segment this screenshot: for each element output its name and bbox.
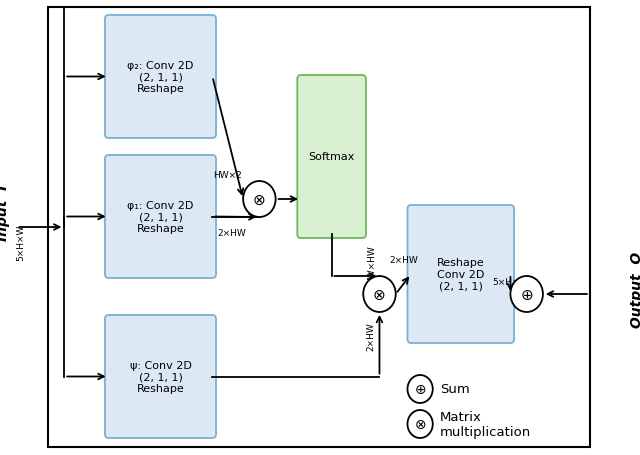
FancyBboxPatch shape xyxy=(408,206,514,343)
Circle shape xyxy=(364,276,396,312)
Circle shape xyxy=(511,276,543,312)
Text: 2×HW: 2×HW xyxy=(389,255,418,264)
FancyBboxPatch shape xyxy=(105,16,216,139)
Text: ⊕: ⊕ xyxy=(414,382,426,396)
Text: 5×H×W: 5×H×W xyxy=(492,278,529,286)
Text: Matrix
multiplication: Matrix multiplication xyxy=(440,410,531,438)
Text: ψ: Conv 2D
(2, 1, 1)
Reshape: ψ: Conv 2D (2, 1, 1) Reshape xyxy=(129,360,191,393)
Text: Output  O: Output O xyxy=(630,251,640,327)
Text: ⊗: ⊗ xyxy=(414,417,426,431)
Text: Input  I: Input I xyxy=(0,184,10,241)
Text: 5×H×W: 5×H×W xyxy=(17,224,26,261)
Text: HW×HW: HW×HW xyxy=(367,245,376,284)
FancyBboxPatch shape xyxy=(298,76,366,238)
Circle shape xyxy=(408,410,433,438)
Text: φ₁: Conv 2D
(2, 1, 1)
Reshape: φ₁: Conv 2D (2, 1, 1) Reshape xyxy=(127,201,194,233)
Text: ⊕: ⊕ xyxy=(520,287,533,302)
FancyBboxPatch shape xyxy=(105,156,216,278)
Text: Reshape
Conv 2D
(2, 1, 1): Reshape Conv 2D (2, 1, 1) xyxy=(437,258,484,291)
Circle shape xyxy=(408,375,433,403)
Text: Sum: Sum xyxy=(440,383,470,396)
Text: φ₂: Conv 2D
(2, 1, 1)
Reshape: φ₂: Conv 2D (2, 1, 1) Reshape xyxy=(127,61,194,94)
Text: 2×HW: 2×HW xyxy=(366,321,375,350)
Text: ⊗: ⊗ xyxy=(373,287,386,302)
FancyBboxPatch shape xyxy=(105,315,216,438)
Circle shape xyxy=(243,182,276,217)
Text: 2×HW: 2×HW xyxy=(217,229,246,238)
Text: ⊗: ⊗ xyxy=(253,192,266,207)
Text: HW×2: HW×2 xyxy=(213,171,242,180)
Text: Softmax: Softmax xyxy=(308,152,355,162)
